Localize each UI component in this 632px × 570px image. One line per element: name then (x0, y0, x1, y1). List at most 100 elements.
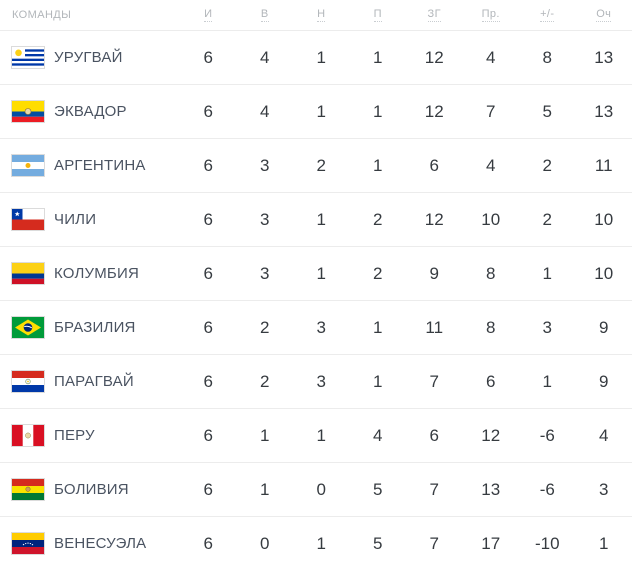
stat-value: 1 (373, 155, 383, 175)
team-name: БРАЗИЛИЯ (54, 319, 136, 336)
stat-column-header[interactable]: В (260, 8, 269, 22)
stat-value: 4 (486, 155, 496, 175)
stat-value: 2 (373, 209, 383, 229)
stat-column-header[interactable]: Н (317, 8, 326, 22)
stat-value: 1 (316, 425, 326, 445)
stat-column-header[interactable]: Оч (596, 8, 612, 22)
stat-value: 1 (316, 209, 326, 229)
stat-value: 1 (316, 47, 326, 67)
stat-value: 13 (594, 47, 614, 67)
stat-value: 6 (203, 371, 213, 391)
stat-value: 4 (599, 425, 609, 445)
stat-column-header[interactable]: ЗГ (427, 8, 441, 22)
colombia-flag-icon (12, 263, 44, 284)
stat-value: 4 (260, 47, 270, 67)
stat-value: 2 (542, 155, 552, 175)
stat-value: 10 (481, 209, 501, 229)
stat-value: 7 (486, 101, 496, 121)
table-row[interactable]: ПЕРУ 6 1 1 4 6 12 -6 4 (0, 409, 632, 463)
stat-value: 1 (542, 263, 552, 283)
table-row[interactable]: АРГЕНТИНА 6 3 2 1 6 4 2 11 (0, 139, 632, 193)
team-name: ЭКВАДОР (54, 103, 127, 120)
stat-value: 6 (203, 209, 213, 229)
table-row[interactable]: ВЕНЕСУЭЛА 6 0 1 5 7 17 -10 1 (0, 517, 632, 570)
stat-value: 4 (260, 101, 270, 121)
brazil-flag-icon (12, 317, 44, 338)
team-name: АРГЕНТИНА (54, 157, 146, 174)
stat-column-header[interactable]: И (204, 8, 213, 22)
stat-value: 12 (424, 209, 444, 229)
stat-value: 1 (542, 371, 552, 391)
stat-value: 6 (203, 101, 213, 121)
stat-value: 2 (373, 263, 383, 283)
uruguay-flag-icon (12, 47, 44, 68)
table-row[interactable]: УРУГВАЙ 6 4 1 1 12 4 8 13 (0, 31, 632, 85)
bolivia-flag-icon (12, 479, 44, 500)
stat-value: 6 (203, 533, 213, 553)
chile-flag-icon (12, 209, 44, 230)
stat-value: 8 (486, 317, 496, 337)
argentina-flag-icon (12, 155, 44, 176)
stat-value: 8 (542, 47, 552, 67)
stat-value: 0 (316, 479, 326, 499)
stat-value: 1 (260, 479, 270, 499)
stat-value: -6 (539, 479, 555, 499)
stat-value: 1 (316, 533, 326, 553)
stat-value: 6 (429, 155, 439, 175)
stat-value: 17 (481, 533, 501, 553)
stat-value: 7 (429, 479, 439, 499)
stat-value: 13 (481, 479, 501, 499)
stat-value: 0 (260, 533, 270, 553)
table-row[interactable]: БРАЗИЛИЯ 6 2 3 1 11 8 3 9 (0, 301, 632, 355)
stat-value: 1 (316, 263, 326, 283)
stat-value: 1 (599, 533, 609, 553)
ecuador-flag-icon (12, 101, 44, 122)
stat-value: 6 (203, 479, 213, 499)
stat-value: 6 (203, 425, 213, 445)
stat-value: 1 (260, 425, 270, 445)
table-row[interactable]: ЧИЛИ 6 3 1 2 12 10 2 10 (0, 193, 632, 247)
team-name: ПЕРУ (54, 427, 95, 444)
table-row[interactable]: КОЛУМБИЯ 6 3 1 2 9 8 1 10 (0, 247, 632, 301)
stat-column-header[interactable]: П (373, 8, 382, 22)
team-name: ВЕНЕСУЭЛА (54, 535, 147, 552)
table-row[interactable]: ЭКВАДОР 6 4 1 1 12 7 5 13 (0, 85, 632, 139)
stat-value: 2 (260, 371, 270, 391)
stat-value: 5 (373, 479, 383, 499)
team-name: ПАРАГВАЙ (54, 373, 134, 390)
stat-value: 5 (373, 533, 383, 553)
peru-flag-icon (12, 425, 44, 446)
stat-value: 3 (316, 317, 326, 337)
paraguay-flag-icon (12, 371, 44, 392)
table-row[interactable]: ПАРАГВАЙ 6 2 3 1 7 6 1 9 (0, 355, 632, 409)
stat-value: 1 (316, 101, 326, 121)
stat-value: 6 (203, 263, 213, 283)
stat-value: 12 (424, 47, 444, 67)
stat-value: 10 (594, 209, 614, 229)
stat-value: 11 (594, 155, 613, 175)
stat-value: 6 (486, 371, 496, 391)
table-row[interactable]: БОЛИВИЯ 6 1 0 5 7 13 -6 3 (0, 463, 632, 517)
stat-value: 2 (542, 209, 552, 229)
stat-value: 1 (373, 47, 383, 67)
stat-value: 12 (424, 101, 444, 121)
stat-value: 7 (429, 533, 439, 553)
stat-value: -6 (539, 425, 555, 445)
team-name: УРУГВАЙ (54, 49, 123, 66)
stat-value: 8 (486, 263, 496, 283)
stat-value: 3 (260, 155, 270, 175)
stat-value: 3 (260, 263, 270, 283)
stat-column-header[interactable]: +/- (540, 8, 555, 22)
stat-value: -10 (534, 533, 560, 553)
stat-value: 1 (373, 317, 383, 337)
stat-column-header[interactable]: Пр. (481, 8, 500, 22)
teams-column-header: КОМАНДЫ (12, 9, 72, 21)
team-name: БОЛИВИЯ (54, 481, 129, 498)
stat-value: 5 (542, 101, 552, 121)
stat-value: 3 (542, 317, 552, 337)
stat-value: 6 (429, 425, 439, 445)
stat-value: 11 (425, 317, 444, 337)
stat-value: 3 (316, 371, 326, 391)
team-name: КОЛУМБИЯ (54, 265, 139, 282)
